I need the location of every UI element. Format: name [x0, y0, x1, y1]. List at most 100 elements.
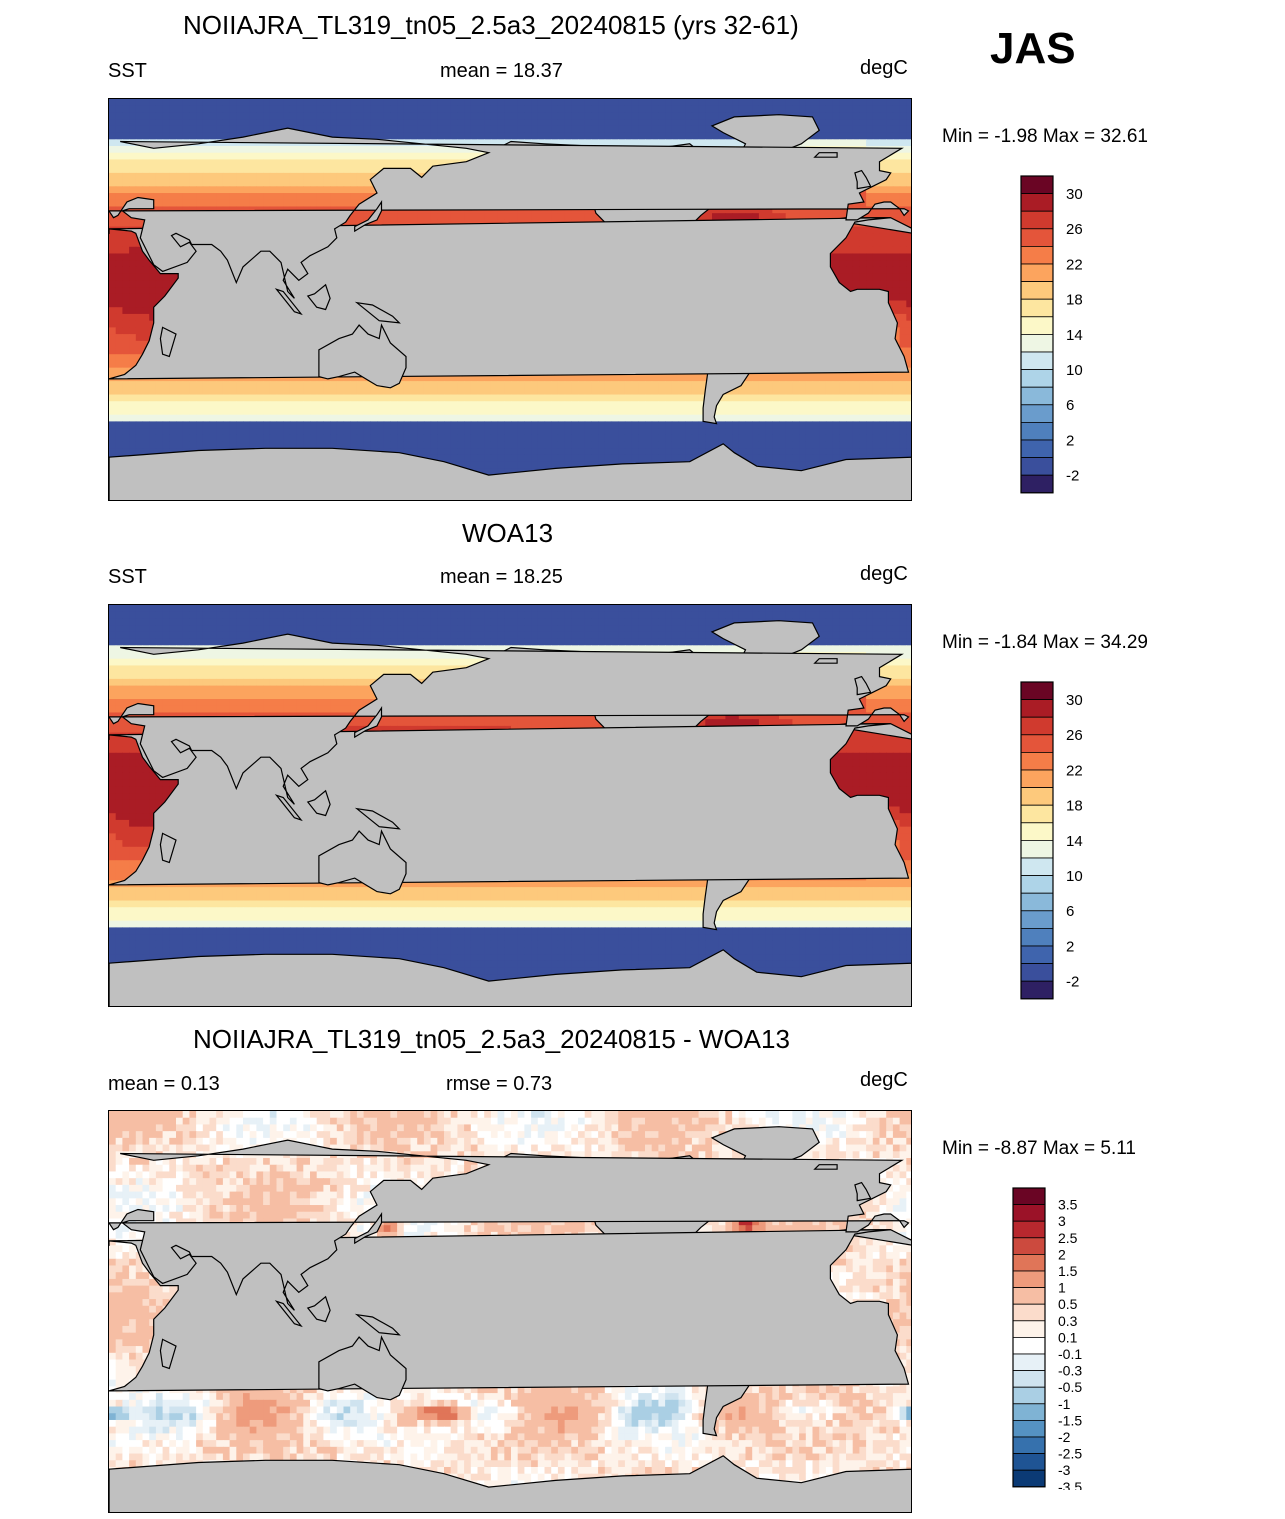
colorbar-segment: [1012, 1287, 1046, 1305]
colorbar-tick-label: 2: [1066, 432, 1074, 449]
colorbar-tick-label: 26: [1066, 221, 1083, 238]
colorbar-segment: [1020, 193, 1054, 212]
colorbar-segment: [1012, 1453, 1046, 1471]
panel-1-colorbar: 30 26 22 18 14 10 6 2 -2: [1020, 175, 1122, 501]
colorbar-segment: [1020, 228, 1054, 247]
panel-1-minmax: Min = -1.98 Max = 32.61: [942, 126, 1148, 148]
colorbar-segment: [1012, 1237, 1046, 1255]
colorbar-segment: [1020, 857, 1054, 877]
colorbar-tick-label: -0.3: [1058, 1363, 1082, 1379]
colorbar-segment: [1020, 980, 1054, 1000]
panel-2-units-label: degC: [860, 563, 908, 586]
panel-2-minmax: Min = -1.84 Max = 34.29: [942, 632, 1148, 654]
colorbar-tick-label: -0.5: [1058, 1379, 1082, 1395]
colorbar-tick-label: 0.1: [1058, 1329, 1078, 1345]
colorbar-tick-label: 1: [1058, 1280, 1066, 1296]
colorbar-tick-label: 0.3: [1058, 1313, 1078, 1329]
colorbar-segment: [1020, 963, 1054, 982]
colorbar-tick-label: 14: [1066, 327, 1083, 344]
colorbar-segment: [1020, 351, 1054, 371]
colorbar-segment: [1020, 316, 1054, 335]
colorbar-segment: [1012, 1403, 1046, 1421]
colorbar-tick-label: 22: [1066, 762, 1083, 779]
panel-2-sst-map: [108, 604, 912, 1007]
colorbar-tick-label: 3.5: [1058, 1197, 1078, 1213]
colorbar-segment: [1020, 839, 1054, 859]
colorbar-tick-label: -3: [1058, 1462, 1071, 1478]
colorbar-segment: [1012, 1370, 1046, 1388]
colorbar-segment: [1012, 1336, 1046, 1355]
colorbar-segment: [1012, 1419, 1046, 1438]
colorbar-tick-label: -3.5: [1058, 1479, 1082, 1490]
colorbar-tick-label: 10: [1066, 868, 1083, 885]
colorbar-tick-label: 2: [1058, 1246, 1066, 1262]
colorbar-segment: [1020, 457, 1054, 476]
colorbar-tick-label: 6: [1066, 903, 1074, 920]
colorbar-segment: [1020, 945, 1054, 965]
colorbar-tick-label: 30: [1066, 186, 1083, 203]
colorbar-tick-label: 26: [1066, 727, 1083, 744]
land-mask: [109, 620, 911, 1006]
land-mask: [109, 114, 911, 500]
colorbar-segment: [1012, 1187, 1046, 1206]
colorbar-tick-label: -1.5: [1058, 1412, 1082, 1428]
colorbar-segment: [1020, 927, 1054, 947]
colorbar-segment: [1020, 681, 1054, 701]
colorbar-segment: [1020, 787, 1054, 806]
colorbar-segment: [1012, 1469, 1046, 1488]
colorbar-tick-label: 18: [1066, 798, 1083, 815]
colorbar-segment: [1020, 439, 1054, 459]
colorbar-segment: [1020, 769, 1054, 789]
colorbar-tick-label: 18: [1066, 292, 1083, 309]
colorbar-tick-label: -1: [1058, 1396, 1071, 1412]
colorbar-segment: [1020, 210, 1054, 230]
season-label: JAS: [990, 24, 1076, 74]
colorbar-tick-label: 10: [1066, 362, 1083, 379]
colorbar-tick-label: -2: [1058, 1429, 1071, 1445]
colorbar-segment: [1012, 1270, 1046, 1289]
panel-3-units-label: degC: [860, 1069, 908, 1092]
panel-3-difference-map: [108, 1110, 912, 1513]
colorbar-segment: [1012, 1220, 1046, 1239]
colorbar-segment: [1020, 892, 1054, 912]
panel-2-mean-label: mean = 18.25: [440, 566, 563, 589]
colorbar-tick-label: 1.5: [1058, 1263, 1078, 1279]
panel-1-units-label: degC: [860, 57, 908, 80]
colorbar-segment: [1020, 386, 1054, 406]
colorbar-segment: [1020, 822, 1054, 841]
colorbar-segment: [1020, 281, 1054, 300]
colorbar-segment: [1020, 175, 1054, 195]
panel-3-rmse-label: rmse = 0.73: [446, 1073, 552, 1096]
panel-1-title: NOIIAJRA_TL319_tn05_2.5a3_20240815 (yrs …: [183, 10, 799, 41]
colorbar-tick-label: -2: [1066, 974, 1079, 991]
colorbar-segment: [1020, 333, 1054, 353]
panel-2-colorbar: 30 26 22 18 14 10 6 2 -2: [1020, 681, 1122, 1007]
colorbar-tick-label: 2: [1066, 938, 1074, 955]
colorbar-segment: [1012, 1303, 1046, 1322]
colorbar-segment: [1020, 910, 1054, 929]
colorbar-segment: [1012, 1320, 1046, 1338]
panel-1-mean-label: mean = 18.37: [440, 60, 563, 83]
colorbar-segment: [1020, 404, 1054, 423]
colorbar-segment: [1020, 734, 1054, 753]
panel-3-mean-label: mean = 0.13: [108, 1073, 220, 1096]
land-mask: [109, 1126, 911, 1512]
panel-2-variable-label: SST: [108, 566, 147, 589]
colorbar-tick-label: 3: [1058, 1213, 1066, 1229]
colorbar-tick-label: 14: [1066, 833, 1083, 850]
colorbar-segment: [1020, 263, 1054, 283]
panel-3-minmax: Min = -8.87 Max = 5.11: [942, 1138, 1136, 1160]
colorbar-segment: [1012, 1353, 1046, 1372]
colorbar-segment: [1020, 298, 1054, 318]
colorbar-segment: [1020, 421, 1054, 441]
panel-1-sst-map: [108, 98, 912, 501]
panel-1-variable-label: SST: [108, 60, 147, 83]
colorbar-segment: [1020, 699, 1054, 718]
colorbar-segment: [1020, 474, 1054, 494]
colorbar-segment: [1020, 875, 1054, 894]
colorbar-segment: [1020, 369, 1054, 388]
colorbar-tick-label: -0.1: [1058, 1346, 1082, 1362]
colorbar-tick-label: 0.5: [1058, 1296, 1078, 1312]
colorbar-tick-label: -2: [1066, 468, 1079, 485]
colorbar-segment: [1012, 1204, 1046, 1222]
